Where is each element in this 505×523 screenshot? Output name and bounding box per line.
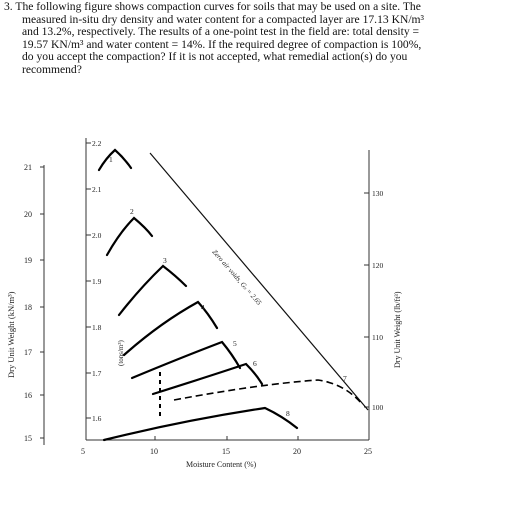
right-tick-label: 120 xyxy=(372,261,384,270)
compaction-curve-3 xyxy=(117,264,188,317)
compaction-curve-7 xyxy=(173,379,363,405)
inner-tick-label: 2.1 xyxy=(92,185,102,194)
inner-axis-label: (tons/m³) xyxy=(117,340,125,366)
x-axis-label: Moisture Content (%) xyxy=(186,460,257,469)
curve-label-7: 7 xyxy=(343,374,347,383)
left-axis xyxy=(40,165,45,445)
right-tick-label: 110 xyxy=(372,333,383,342)
compaction-curves-figure: 21 20 19 18 17 16 15 Dry Unit Weight (kN… xyxy=(6,138,402,469)
compaction-curve-2 xyxy=(105,216,154,257)
inner-tick-label: 1.9 xyxy=(92,277,102,286)
left-tick-label: 17 xyxy=(24,348,32,357)
compaction-curve-8 xyxy=(102,406,299,442)
curve-label-5: 5 xyxy=(233,339,237,348)
question-line: recommend? xyxy=(22,62,82,76)
left-tick-label: 18 xyxy=(24,303,32,312)
question-text: 3. The following figure shows compaction… xyxy=(4,0,501,76)
right-axis-label: Dry Unit Weight (lb/ft³) xyxy=(393,291,402,368)
curve-label-4: 4 xyxy=(201,303,205,312)
left-tick-label: 19 xyxy=(24,256,32,265)
inner-tick-label: 1.7 xyxy=(92,369,102,378)
inner-tick-label: 2.0 xyxy=(92,231,102,240)
zero-air-voids-line xyxy=(149,152,369,411)
question-line: measured in-situ dry density and water c… xyxy=(22,12,425,26)
question-line: do you accept the compaction? If it is n… xyxy=(22,50,408,63)
inner-tick-label: 1.8 xyxy=(92,323,102,332)
x-tick-label: 25 xyxy=(364,447,372,456)
left-tick-label: 20 xyxy=(24,210,32,219)
right-axis xyxy=(364,150,370,440)
question-line: and 13.2%, respectively. The results of … xyxy=(22,25,420,38)
left-axis-label: Dry Unit Weight (kN/m³) xyxy=(6,291,16,378)
question-line: 19.57 KN/m³ and water content = 14%. If … xyxy=(22,37,422,51)
curve-label-1: 1 xyxy=(109,155,113,164)
x-tick-label: 15 xyxy=(222,447,230,456)
left-tick-label: 21 xyxy=(24,163,32,172)
compaction-curve-4 xyxy=(122,300,219,357)
curve-label-8: 8 xyxy=(286,409,290,418)
question-line: 3. The following figure shows compaction… xyxy=(4,0,421,13)
curve-label-6: 6 xyxy=(253,359,257,368)
curve-label-3: 3 xyxy=(163,256,167,265)
x-tick-label: 5 xyxy=(81,447,85,456)
compaction-curve-6 xyxy=(151,362,264,396)
left-tick-label: 15 xyxy=(24,434,32,443)
inner-tick-label: 2.2 xyxy=(92,139,102,148)
x-axis xyxy=(86,436,369,441)
inner-axis xyxy=(85,138,91,440)
left-tick-label: 16 xyxy=(24,391,32,400)
compaction-curve-5 xyxy=(130,340,242,380)
right-tick-label: 100 xyxy=(372,403,384,412)
compaction-curve-1 xyxy=(97,148,133,172)
right-tick-label: 130 xyxy=(372,189,384,198)
inner-tick-label: 1.6 xyxy=(92,414,102,423)
x-tick-label: 10 xyxy=(150,447,158,456)
x-tick-label: 20 xyxy=(293,447,301,456)
curve-label-2: 2 xyxy=(130,207,134,216)
